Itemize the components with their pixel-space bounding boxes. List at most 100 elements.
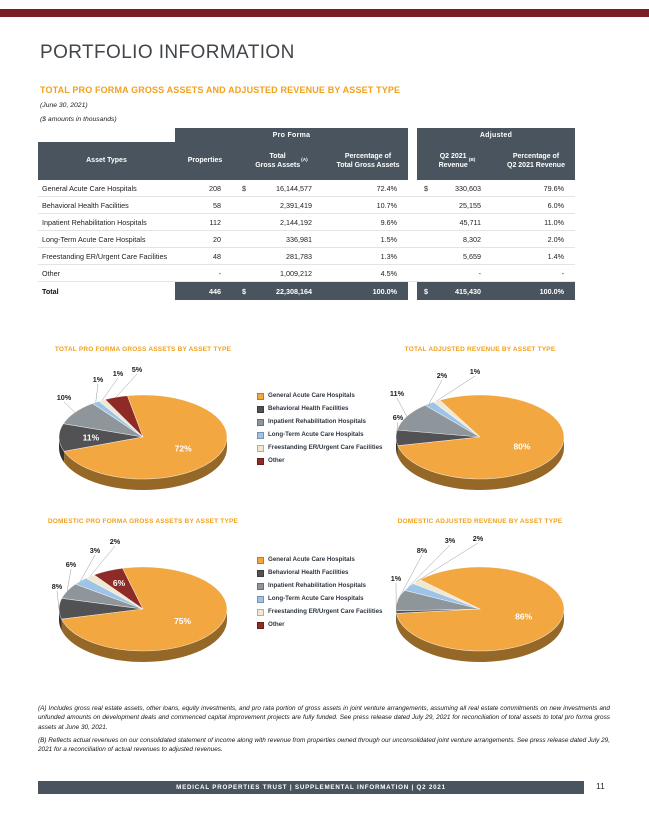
svg-text:2%: 2% [473,534,484,543]
table-group-header-row: Pro Forma Adjusted [38,128,575,142]
pct-gross-assets-cell: 9.6% [380,217,397,227]
chart-legend: General Acute Care Hospitals Behavioral … [257,556,391,635]
chart-legend: General Acute Care Hospitals Behavioral … [257,392,391,471]
svg-text:6%: 6% [66,560,77,569]
spacer [38,128,175,142]
revenue-cell: $330,603 [417,180,497,196]
page-number: 11 [596,781,605,791]
svg-text:6%: 6% [113,578,126,588]
legend-swatch [257,393,264,400]
legend-swatch [257,445,264,452]
spacer [408,265,417,281]
spacer [408,282,417,300]
currency-symbol: $ [424,183,428,193]
table-row: General Acute Care Hospitals 208 $16,144… [38,180,575,197]
svg-text:86%: 86% [515,612,532,622]
footer-bar: MEDICAL PROPERTIES TRUST | SUPPLEMENTAL … [38,781,584,794]
col-header-q2-revenue: Q2 2021 Revenue (B) [417,142,497,180]
legend-swatch [257,583,264,590]
properties-cell: 58 [213,200,221,210]
revenue-value: 330,603 [455,183,481,193]
pct-revenue-cell: 79.6% [543,183,564,193]
group-header-pro-forma: Pro Forma [175,128,408,142]
footnotes: (A) Includes gross real estate assets, o… [38,704,610,758]
table-row: Other - 1,009,212 4.5% - - [38,265,575,282]
col-header-pct-gross-assets: Percentage of Total Gross Assets [328,142,408,180]
table-header-row: Asset Types Properties Total Gross Asset… [38,142,575,180]
pct-gross-assets-cell: 1.3% [380,251,397,261]
svg-text:8%: 8% [417,546,428,555]
page-title: PORTFOLIO INFORMATION [40,42,295,63]
pct-revenue-cell: 2.0% [547,234,564,244]
spacer [408,214,417,230]
revenue-value: 8,302 [463,234,481,244]
footnote-a: (A) Includes gross real estate assets, o… [38,705,610,731]
legend-label: General Acute Care Hospitals [268,556,355,564]
properties-cell: 48 [213,251,221,261]
col-label: Properties [187,157,223,165]
gross-assets-value: 2,391,419 [280,200,312,210]
col-header-asset-types: Asset Types [38,142,175,180]
properties-cell: - [218,268,221,278]
revenue-value: 25,155 [459,200,481,210]
table-total-row: Total 446 $22,308,164 100.0% $415,430 10… [38,282,575,300]
legend-label: Long-Term Acute Care Hospitals [268,431,364,439]
col-header-pct-revenue: Percentage of Q2 2021 Revenue [497,142,575,180]
legend-item: General Acute Care Hospitals [257,556,391,564]
properties-cell: 208 [209,183,221,193]
legend-swatch [257,432,264,439]
svg-text:80%: 80% [513,442,530,452]
legend-item: Long-Term Acute Care Hospitals [257,595,391,603]
legend-item: Inpatient Rehabilitation Hospitals [257,418,391,426]
pie-chart: 1% 8% 3% 2% 86% [380,531,580,671]
pct-gross-assets-cell: 10.7% [376,200,397,210]
col-header-gross-assets: Total Gross Assets (A) [235,142,328,180]
gross-assets-value: 22,308,164 [276,286,312,296]
chart-title: TOTAL PRO FORMA GROSS ASSETS BY ASSET TY… [54,346,232,353]
asset-type-cell: Inpatient Rehabilitation Hospitals [42,217,147,227]
svg-text:2%: 2% [437,371,448,380]
currency-symbol: $ [242,286,246,296]
legend-swatch [257,419,264,426]
legend-label: Freestanding ER/Urgent Care Facilities [268,608,383,616]
pct-gross-assets-cell: 4.5% [380,268,397,278]
legend-swatch [257,609,264,616]
gross-assets-cell: 2,144,192 [235,214,328,230]
legend-label: Other [268,621,285,629]
properties-cell: 112 [209,217,221,227]
revenue-value: - [478,268,481,278]
table-row: Freestanding ER/Urgent Care Facilities 4… [38,248,575,265]
footnote-ref-b: (B) [468,157,476,163]
legend-item: Long-Term Acute Care Hospitals [257,431,391,439]
spacer [408,142,417,180]
col-header-properties: Properties [175,142,235,180]
legend-label: General Acute Care Hospitals [268,392,355,400]
footnote-ref-a: (A) [301,157,308,163]
legend-label: Inpatient Rehabilitation Hospitals [268,418,366,426]
legend-item: Other [257,457,391,465]
legend-label: Freestanding ER/Urgent Care Facilities [268,444,383,452]
spacer [408,180,417,196]
asset-type-cell: Long-Term Acute Care Hospitals [42,234,146,244]
assets-revenue-table: Pro Forma Adjusted Asset Types Propertie… [38,128,575,300]
gross-assets-value: 1,009,212 [280,268,312,278]
footnote-b: (B) Reflects actual revenues on our cons… [38,736,610,754]
legend-swatch [257,596,264,603]
chart-title: TOTAL ADJUSTED REVENUE BY ASSET TYPE [404,346,556,353]
pie-chart: 11% 10% 1% 1% 5% 72% [43,359,243,499]
legend-label: Behavioral Health Facilities [268,405,349,413]
revenue-value: 45,711 [459,217,481,227]
pct-revenue-cell: 6.0% [547,200,564,210]
revenue-cell: 5,659 [417,248,497,264]
pct-revenue-cell: 11.0% [544,217,564,227]
legend-label: Other [268,457,285,465]
asset-type-cell: Behavioral Health Facilities [42,200,129,210]
col-label: Asset Types [86,157,127,165]
total-revenue-cell: $415,430 [417,282,497,300]
total-pct-revenue-cell: 100.0% [497,282,575,300]
legend-swatch [257,406,264,413]
svg-text:11%: 11% [83,432,100,442]
svg-text:75%: 75% [174,616,191,626]
chart-title: DOMESTIC PRO FORMA GROSS ASSETS BY ASSET… [47,518,239,525]
